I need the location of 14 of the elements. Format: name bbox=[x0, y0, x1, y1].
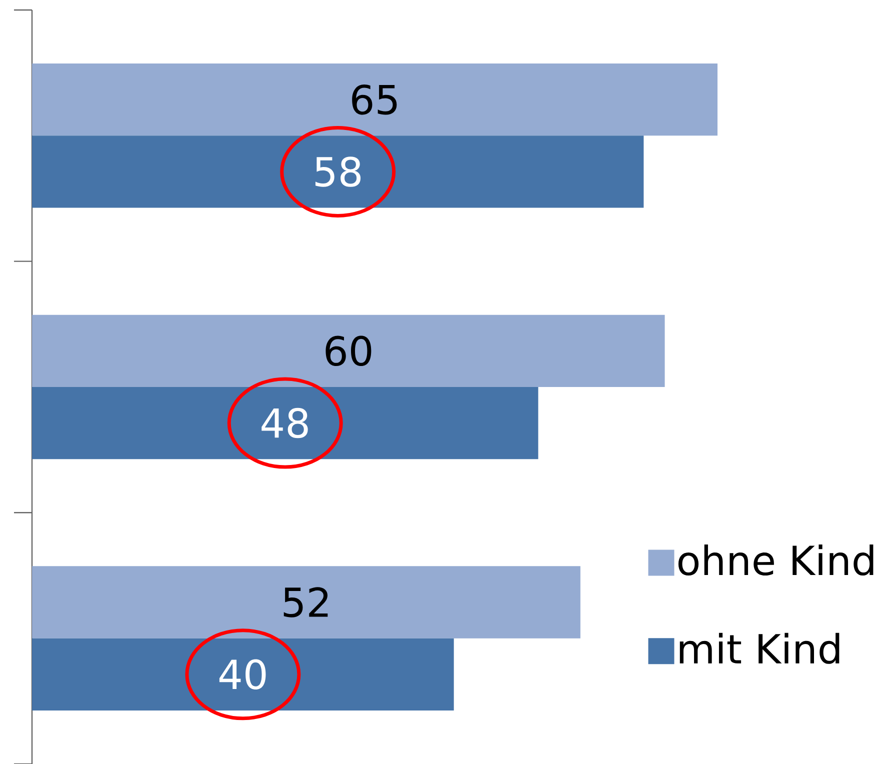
bar bbox=[32, 314, 665, 387]
bar bbox=[32, 566, 580, 638]
legend-label: ohne Kind bbox=[678, 544, 874, 576]
data-label: 48 bbox=[262, 408, 308, 438]
data-label: 52 bbox=[284, 587, 328, 618]
data-label: 65 bbox=[352, 84, 397, 115]
data-label: 58 bbox=[315, 156, 361, 187]
bar bbox=[32, 64, 718, 136]
data-label: 60 bbox=[326, 336, 372, 366]
data-label: 40 bbox=[219, 659, 266, 690]
bar bbox=[32, 638, 454, 710]
bar bbox=[32, 386, 538, 460]
bar bbox=[32, 136, 644, 208]
legend-label: mit Kind bbox=[680, 632, 840, 664]
